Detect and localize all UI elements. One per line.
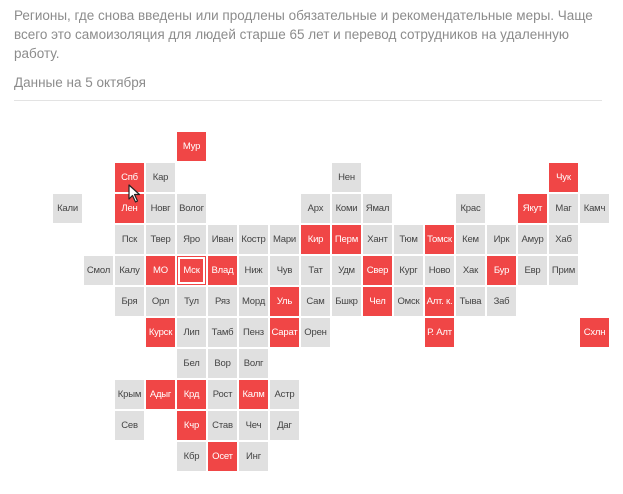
region-tile[interactable]: Омск <box>394 287 423 316</box>
region-tile[interactable]: Уль <box>270 287 299 316</box>
region-tile[interactable]: Лип <box>177 318 206 347</box>
region-tile[interactable]: Кург <box>394 256 423 285</box>
divider <box>14 100 602 101</box>
region-tile[interactable]: Мск <box>177 256 206 285</box>
region-tile[interactable]: Тюм <box>394 225 423 254</box>
region-tile[interactable]: Сарат <box>270 318 299 347</box>
region-tile[interactable]: Мур <box>177 132 206 161</box>
region-tile[interactable]: Морд <box>239 287 268 316</box>
region-tile[interactable]: Арх <box>301 194 330 223</box>
map-description: Регионы, где снова введены или продлены … <box>14 8 593 61</box>
region-tile[interactable]: Маг <box>549 194 578 223</box>
region-tile[interactable]: Крас <box>456 194 485 223</box>
region-tile[interactable]: Влад <box>208 256 237 285</box>
region-tile[interactable]: Якут <box>518 194 547 223</box>
region-tile[interactable]: Астр <box>270 380 299 409</box>
region-tile[interactable]: Схлн <box>580 318 609 347</box>
region-tile[interactable]: Свер <box>363 256 392 285</box>
region-tile[interactable]: Тул <box>177 287 206 316</box>
region-tile[interactable]: Пск <box>115 225 144 254</box>
region-tile[interactable]: Бел <box>177 349 206 378</box>
region-tile[interactable]: Кчр <box>177 411 206 440</box>
region-tile[interactable]: Кем <box>456 225 485 254</box>
region-tile[interactable]: Амур <box>518 225 547 254</box>
region-tile[interactable]: Ирк <box>487 225 516 254</box>
region-tile[interactable]: Новг <box>146 194 175 223</box>
region-tile[interactable]: Ниж <box>239 256 268 285</box>
region-tile[interactable]: Хаб <box>549 225 578 254</box>
region-tile[interactable]: Кбр <box>177 442 206 471</box>
region-tile[interactable]: Р. Алт <box>425 318 454 347</box>
region-tile[interactable]: Бря <box>115 287 144 316</box>
region-tile[interactable]: Сам <box>301 287 330 316</box>
region-tile[interactable]: Орен <box>301 318 330 347</box>
region-tile[interactable]: Став <box>208 411 237 440</box>
region-tile[interactable]: Волг <box>239 349 268 378</box>
region-tile[interactable]: Заб <box>487 287 516 316</box>
region-tile[interactable]: Адыг <box>146 380 175 409</box>
region-tile[interactable]: Ново <box>425 256 454 285</box>
region-tile[interactable]: Перм <box>332 225 361 254</box>
region-tile[interactable]: Коми <box>332 194 361 223</box>
region-tile[interactable]: Алт. к. <box>425 287 454 316</box>
region-tile[interactable]: Удм <box>332 256 361 285</box>
region-tile[interactable]: Чук <box>549 163 578 192</box>
region-tile[interactable]: Нен <box>332 163 361 192</box>
region-tile[interactable]: Евр <box>518 256 547 285</box>
region-tile[interactable]: Бшкр <box>332 287 361 316</box>
region-tile[interactable]: Смол <box>84 256 113 285</box>
region-tile[interactable]: Калм <box>239 380 268 409</box>
region-tile[interactable]: Хак <box>456 256 485 285</box>
region-tile[interactable]: Камч <box>580 194 609 223</box>
region-tile[interactable]: Крд <box>177 380 206 409</box>
region-tile[interactable]: Орл <box>146 287 175 316</box>
region-tile[interactable]: Даг <box>270 411 299 440</box>
date-label: Данные на 5 октября <box>14 75 146 90</box>
region-tile[interactable]: Тат <box>301 256 330 285</box>
region-tile[interactable]: Томск <box>425 225 454 254</box>
region-tile[interactable]: Сев <box>115 411 144 440</box>
region-tile[interactable]: Курск <box>146 318 175 347</box>
region-tile[interactable]: Пенз <box>239 318 268 347</box>
region-tile[interactable]: Кар <box>146 163 175 192</box>
region-tile[interactable]: Чеч <box>239 411 268 440</box>
region-tile[interactable]: Костр <box>239 225 268 254</box>
region-tile[interactable]: Вор <box>208 349 237 378</box>
region-tile[interactable]: Ямал <box>363 194 392 223</box>
region-tile[interactable]: Кир <box>301 225 330 254</box>
region-tile[interactable]: Мари <box>270 225 299 254</box>
region-tile[interactable]: Хант <box>363 225 392 254</box>
region-tile[interactable]: Тыва <box>456 287 485 316</box>
region-tile[interactable]: Осет <box>208 442 237 471</box>
region-tile[interactable]: Кали <box>53 194 82 223</box>
header: Регионы, где снова введены или продлены … <box>14 6 604 92</box>
region-tile[interactable]: Рост <box>208 380 237 409</box>
region-tile[interactable]: Чув <box>270 256 299 285</box>
region-tile[interactable]: Калу <box>115 256 144 285</box>
region-tile[interactable]: Яро <box>177 225 206 254</box>
region-tile[interactable]: Бур <box>487 256 516 285</box>
region-tile[interactable]: Прим <box>549 256 578 285</box>
region-tile[interactable]: Волог <box>177 194 206 223</box>
mouse-cursor-icon <box>128 184 141 203</box>
region-tile[interactable]: Ряз <box>208 287 237 316</box>
region-tile[interactable]: Крым <box>115 380 144 409</box>
region-tile[interactable]: Инг <box>239 442 268 471</box>
region-tile[interactable]: МО <box>146 256 175 285</box>
region-tile[interactable]: Чел <box>363 287 392 316</box>
region-tile[interactable]: Твер <box>146 225 175 254</box>
region-tile[interactable]: Тамб <box>208 318 237 347</box>
region-tile[interactable]: Иван <box>208 225 237 254</box>
